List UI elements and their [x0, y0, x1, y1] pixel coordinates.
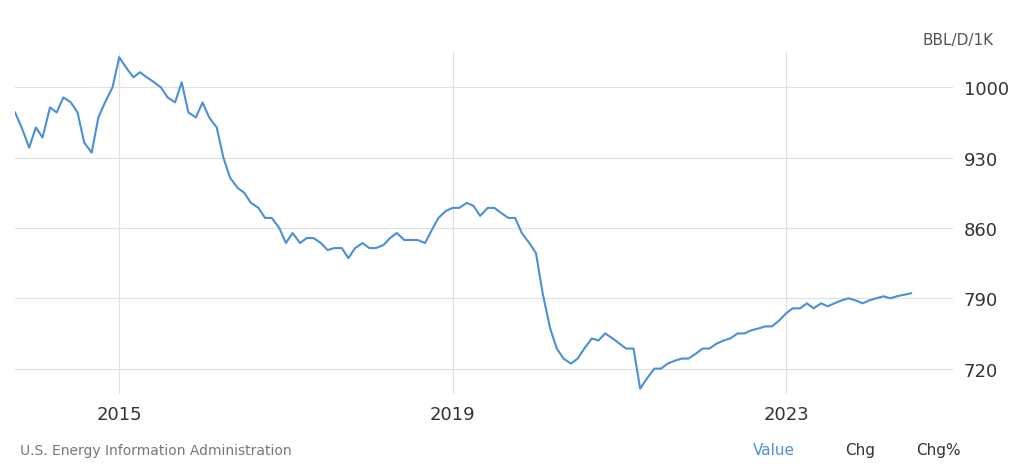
Text: Chg: Chg — [845, 442, 874, 457]
Text: BBL/D/1K: BBL/D/1K — [923, 33, 993, 48]
Text: U.S. Energy Information Administration: U.S. Energy Information Administration — [20, 443, 292, 457]
Text: Value: Value — [753, 442, 795, 457]
Text: Chg%: Chg% — [916, 442, 962, 457]
